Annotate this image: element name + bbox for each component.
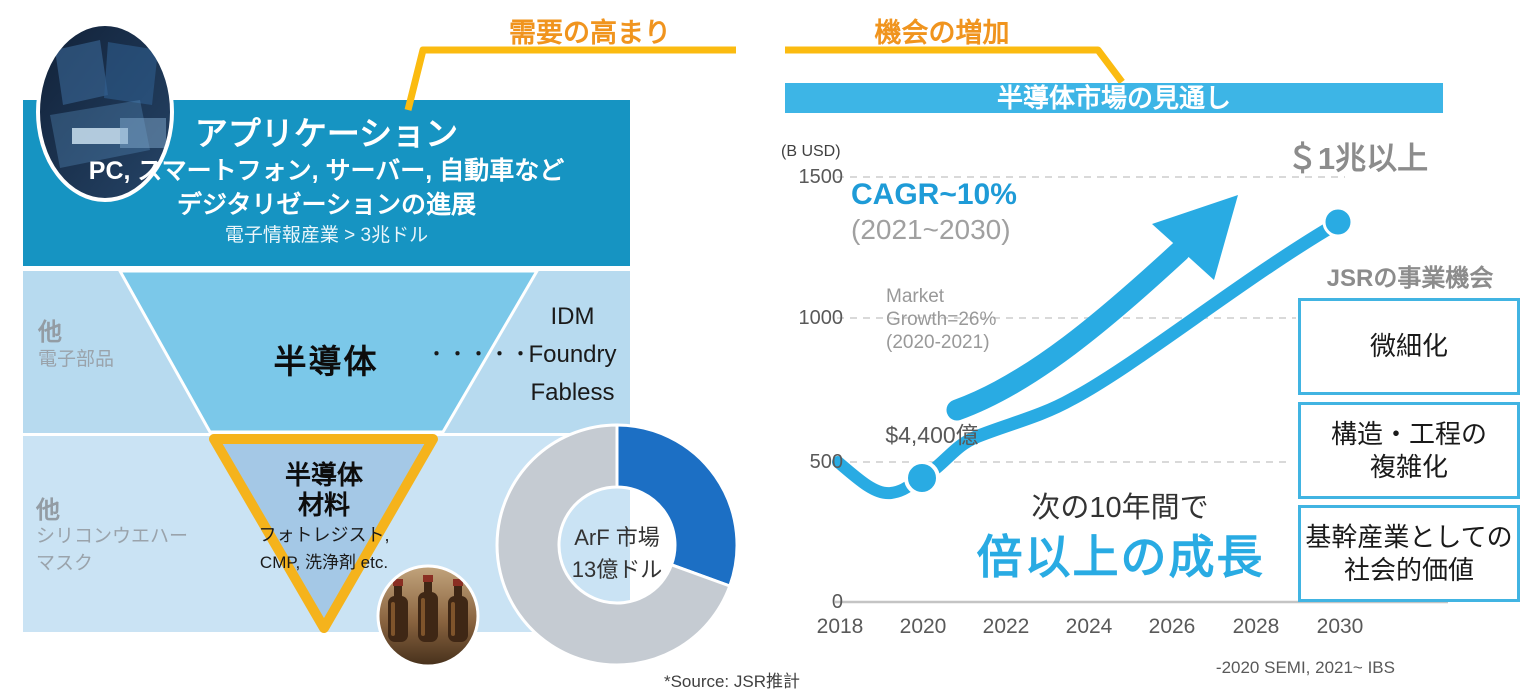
donut-source-note: *Source: JSR推計 (663, 672, 800, 691)
opportunity-box-line: 微細化 (1369, 331, 1448, 362)
opportunity-box-line: 構造・工程の (1330, 419, 1487, 450)
materials-triangle (209, 434, 438, 633)
gridlines (837, 176, 1345, 463)
materials-label-line1: 半導体 (284, 460, 363, 490)
market-header-bar (785, 83, 1443, 113)
marker-2020 (904, 460, 940, 496)
ytick-500: 500 (809, 451, 843, 473)
market-header-title: 半導体市場の見通し (996, 83, 1231, 113)
target-value-label: ＄1兆以上 (1286, 141, 1429, 176)
fabless-label: Fabless (530, 379, 615, 406)
message-line2: 倍以上の成長 (976, 531, 1265, 583)
opportunity-box-line: 基幹産業としての (1305, 522, 1513, 553)
xtick-2020: 2020 (899, 615, 947, 638)
chart-source-note: -2020 SEMI, 2021~ IBS (1215, 658, 1395, 677)
bottom-other-label: 他 (36, 497, 60, 524)
semiconductor-label: 半導体 (273, 343, 379, 380)
idm-label: IDM (550, 303, 595, 330)
bottles-photo (376, 564, 480, 668)
semiconductor-trapezoid (117, 269, 540, 434)
growth-arrow-shaft (946, 240, 1191, 421)
marker-2030 (1322, 206, 1354, 238)
donut-slice-blue (615, 423, 739, 588)
materials-label-line2: 材料 (297, 490, 350, 520)
opportunity-box-line: 社会的価値 (1343, 554, 1474, 585)
value-2020-label: $4,400億 (885, 422, 979, 448)
y-axis-unit: (B USD) (781, 143, 841, 160)
growth-arrow-head (1152, 195, 1238, 280)
forecast-curve (915, 216, 1345, 485)
jsr-opportunities-title: JSRの事業機会 (1326, 265, 1494, 292)
growth-note-line2: Growth=26% (886, 309, 997, 330)
xtick-2024: 2024 (1065, 615, 1113, 638)
opportunity-box-miniaturization: 微細化 (1298, 298, 1520, 395)
cagr-period-label: (2021~2030) (851, 214, 1011, 245)
application-line2: PC, スマートフォン, サーバー, 自動車など (88, 157, 565, 185)
bottom-other-sublabel1: シリコンウエハー (36, 526, 189, 547)
opportunity-box-complexity: 構造・工程の 複雑化 (1298, 402, 1520, 499)
xtick-2030: 2030 (1316, 615, 1364, 638)
mid-other-label: 他 (38, 319, 62, 346)
xtick-2018: 2018 (816, 615, 864, 638)
message-line1: 次の10年間で (1031, 492, 1209, 524)
ytick-1500: 1500 (798, 166, 844, 188)
devices-photo (36, 22, 174, 202)
foundry-label: Foundry (528, 341, 617, 368)
donut-slice-gray (495, 423, 732, 667)
opportunity-box-social-value: 基幹産業としての 社会的価値 (1298, 505, 1520, 602)
application-line4: 電子情報産業 > 3兆ドル (224, 225, 429, 246)
cagr-label: CAGR~10% (851, 178, 1017, 211)
ytick-0: 0 (831, 591, 843, 613)
demand-callout: 需要の高まり (509, 18, 671, 48)
donut-center-line2: 13億ドル (571, 557, 663, 582)
demand-bracket-line (404, 46, 736, 111)
bottom-other-sublabel2: マスク (36, 553, 94, 574)
materials-label-line3: フォトレジスト, (258, 525, 390, 545)
xtick-2026: 2026 (1148, 615, 1196, 638)
application-title: アプリケーション (194, 115, 459, 152)
opportunity-bracket-line (785, 46, 1125, 85)
application-line3: デジタリゼーションの進展 (176, 191, 476, 219)
ytick-1000: 1000 (798, 307, 844, 329)
arf-donut-chart (495, 423, 739, 667)
connector-dots: ・・・・・ (428, 345, 533, 364)
growth-note-line3: (2020-2021) (886, 332, 990, 353)
xtick-2028: 2028 (1232, 615, 1280, 638)
xtick-2022: 2022 (982, 615, 1030, 638)
donut-center-line1: ArF 市場 (574, 525, 660, 550)
opportunity-box-line: 複雑化 (1369, 451, 1448, 482)
mid-other-sublabel: 電子部品 (38, 349, 115, 370)
opportunity-callout: 機会の増加 (874, 18, 1010, 48)
materials-label-line4: CMP, 洗浄剤 etc. (259, 553, 389, 572)
growth-note-line1: Market (886, 286, 945, 307)
